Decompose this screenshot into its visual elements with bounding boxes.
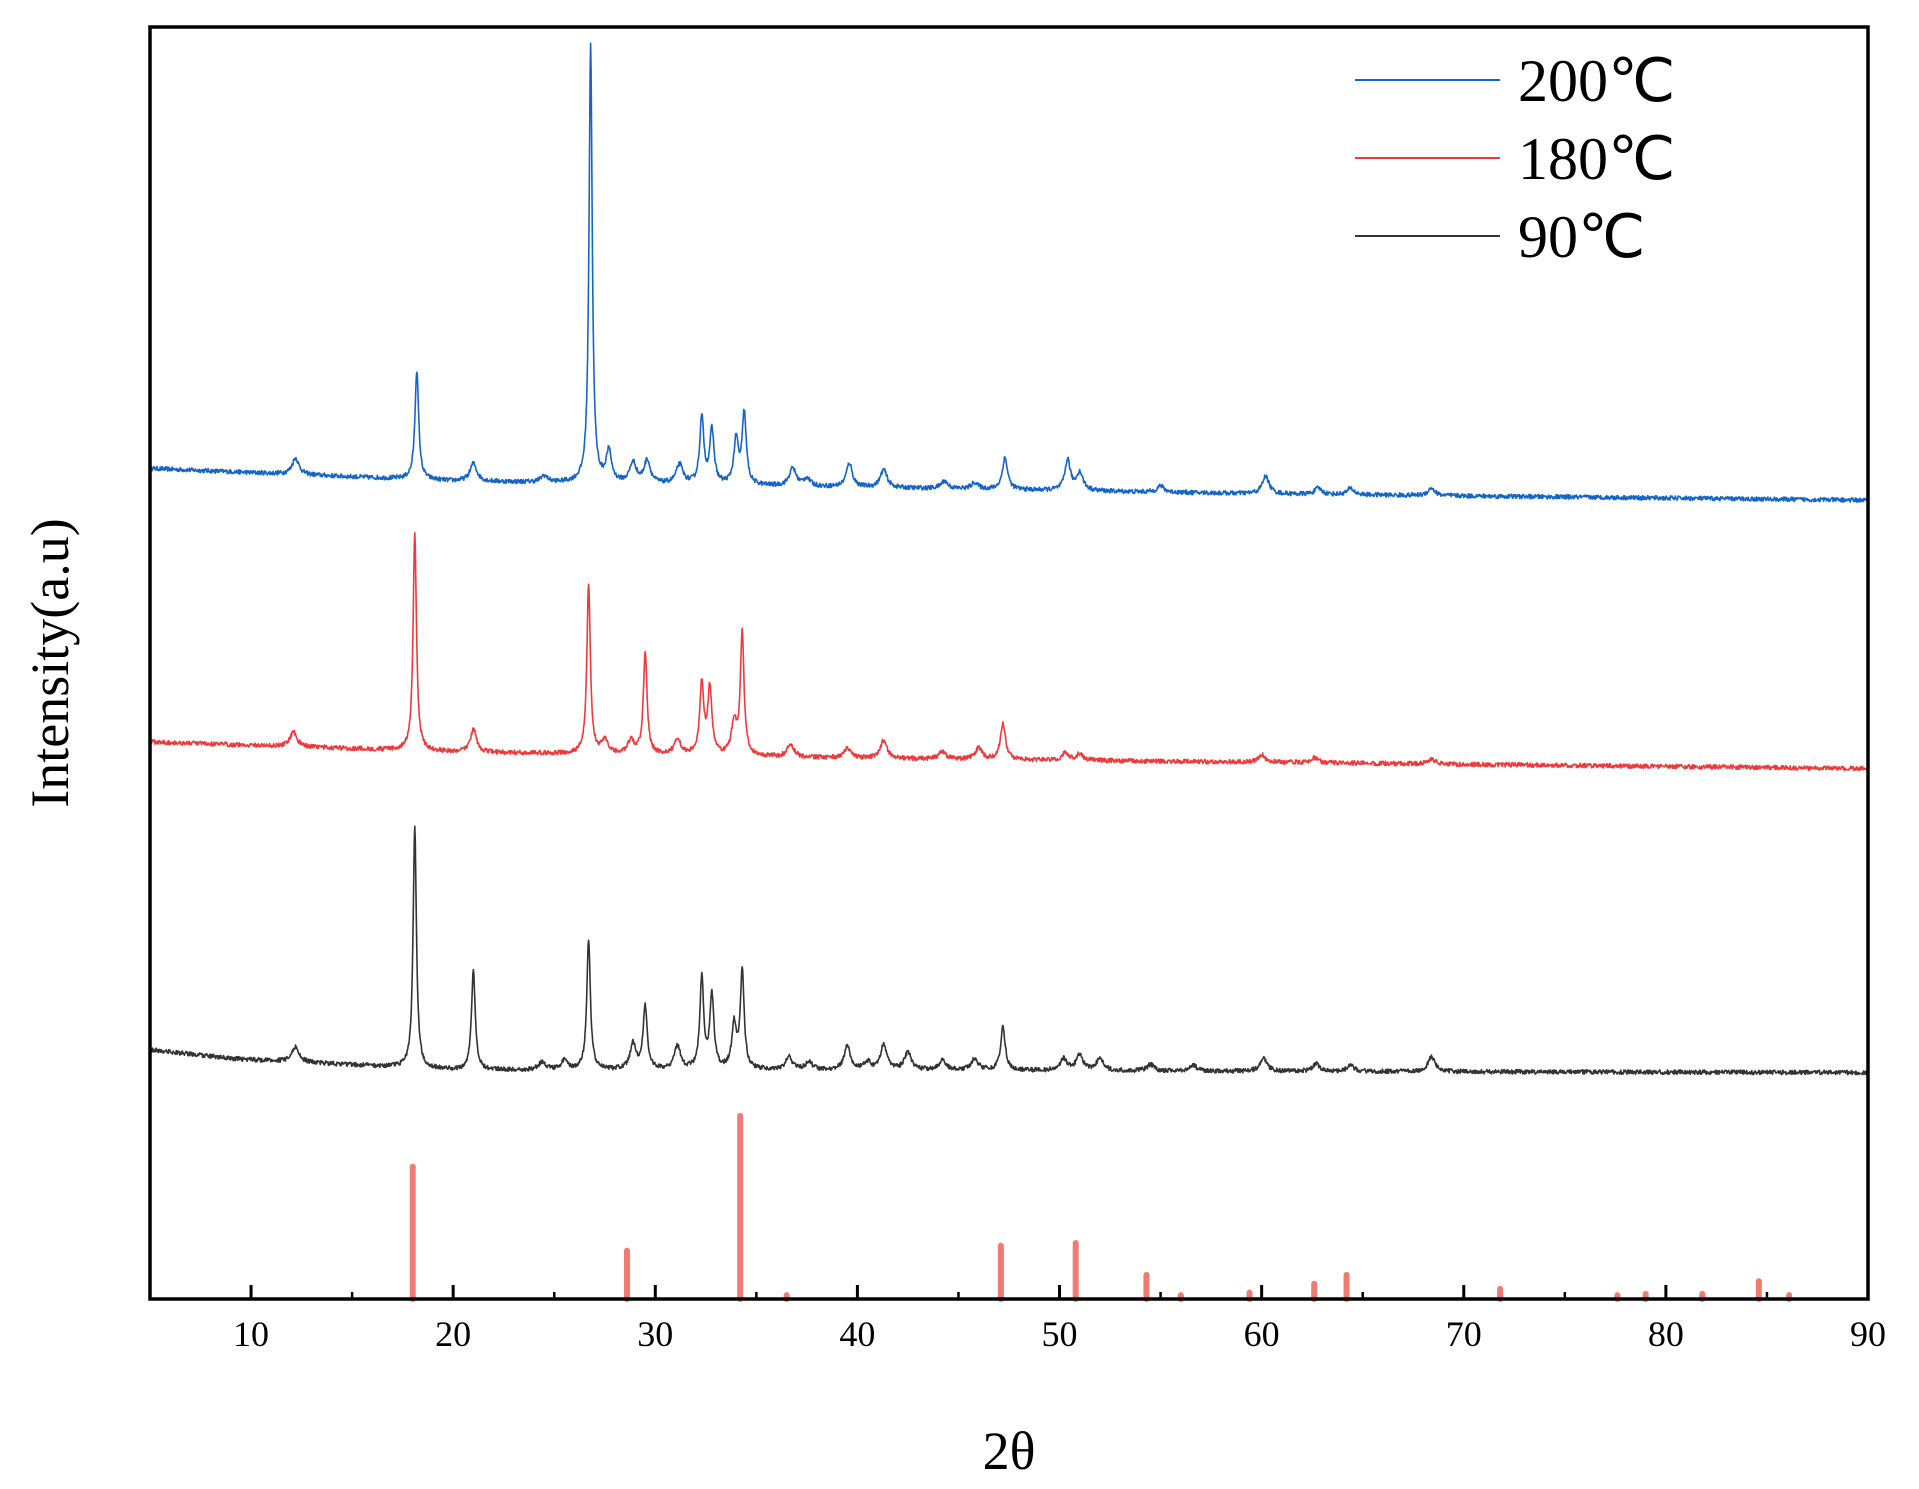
y-axis-title: Intensity(a.u) (20, 518, 80, 807)
x-tick-label: 10 (233, 1314, 269, 1354)
x-tick-label: 70 (1446, 1314, 1482, 1354)
series-line (149, 825, 1869, 1076)
legend-label: 200℃ (1518, 48, 1675, 114)
x-tick-label: 30 (637, 1314, 673, 1354)
reference-stick-layer (409, 1112, 1793, 1302)
x-tick-label: 40 (839, 1314, 875, 1354)
series-layer (149, 42, 1869, 1076)
x-tick-label: 60 (1244, 1314, 1280, 1354)
x-tick-label: 90 (1850, 1314, 1886, 1354)
x-axis-ticks: 10 20 30 40 50 60 70 80 90 (233, 1285, 1886, 1354)
x-tick-label: 80 (1648, 1314, 1684, 1354)
x-tick-label: 50 (1042, 1314, 1078, 1354)
plot-frame (148, 25, 1870, 1301)
series-line (149, 531, 1869, 772)
legend-label: 180℃ (1518, 126, 1675, 192)
x-axis-title: 2θ (983, 1421, 1036, 1481)
series-line (149, 42, 1869, 503)
x-tick-label: 20 (435, 1314, 471, 1354)
legend: 200℃ 180℃ 90℃ (1355, 48, 1675, 270)
legend-label: 90℃ (1518, 204, 1645, 270)
